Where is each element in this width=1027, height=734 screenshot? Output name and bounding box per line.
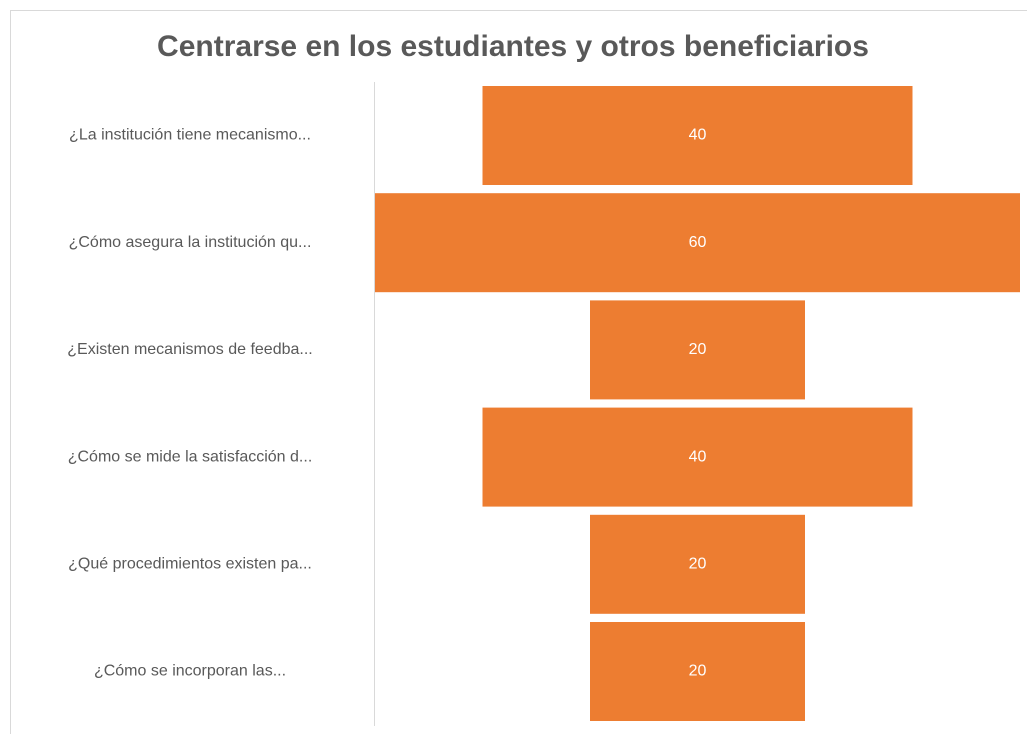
- value-label: 20: [689, 663, 707, 680]
- category-label: ¿Cómo se mide la satisfacción d...: [68, 448, 313, 465]
- value-label: 20: [689, 341, 707, 358]
- value-label: 20: [689, 556, 707, 573]
- bar: [590, 300, 805, 400]
- chart-border: [10, 10, 1027, 734]
- bar: [482, 86, 913, 185]
- value-label: 40: [689, 448, 707, 465]
- category-label: ¿Existen mecanismos de feedba...: [67, 341, 312, 358]
- bar: [482, 407, 913, 507]
- category-label: ¿La institución tiene mecanismo...: [69, 127, 311, 144]
- category-label: ¿Cómo asegura la institución qu...: [69, 234, 312, 251]
- category-label: ¿Cómo se incorporan las...: [94, 663, 286, 680]
- value-label: 60: [689, 234, 707, 251]
- chart-title: Centrarse en los estudiantes y otros ben…: [157, 30, 869, 63]
- category-label: ¿Qué procedimientos existen pa...: [68, 556, 312, 573]
- bar: [590, 622, 805, 721]
- bar: [590, 514, 805, 614]
- bar: [375, 193, 1020, 293]
- value-label: 40: [689, 127, 707, 144]
